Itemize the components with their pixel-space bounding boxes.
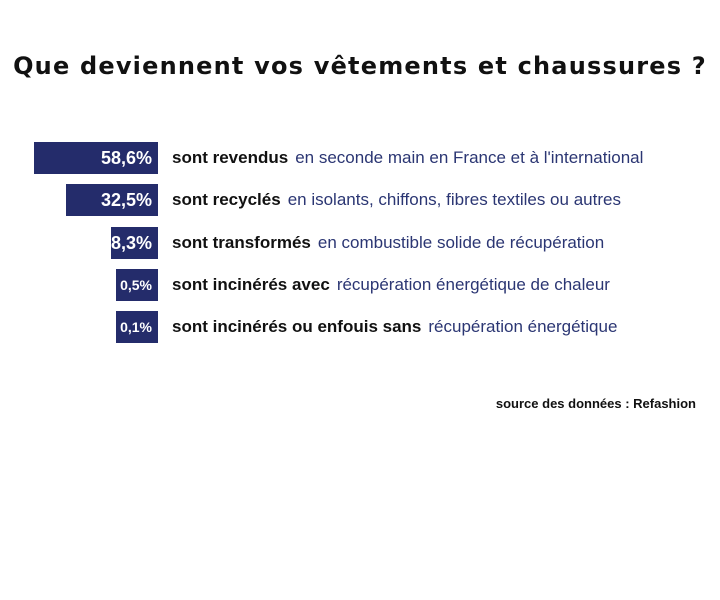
bar: 8,3% (111, 227, 158, 259)
category-label-detail: en combustible solide de récupération (317, 233, 605, 252)
bar: 32,5% (66, 184, 158, 216)
category-label-bold: sont transformés (172, 233, 311, 252)
bar-row: 8,3% sont transformés en combustible sol… (0, 227, 720, 259)
category-label: sont revendus en seconde main en France … (172, 142, 643, 174)
category-label-detail: récupération énergétique (428, 317, 618, 336)
category-label: sont incinérés avec récupération énergét… (172, 269, 610, 301)
bar-row: 0,1% sont incinérés ou enfouis sans récu… (0, 311, 720, 343)
bar-row: 58,6% sont revendus en seconde main en F… (0, 142, 720, 174)
bar: 0,1% (116, 311, 158, 343)
category-label-detail: en seconde main en France et à l'interna… (295, 148, 644, 167)
category-label-bold: sont recyclés (172, 190, 281, 209)
category-label-bold: sont revendus (172, 148, 289, 167)
category-label-bold: sont incinérés ou enfouis sans (172, 317, 422, 336)
chart-title: Que deviennent vos vêtements et chaussur… (13, 52, 707, 80)
category-label: sont incinérés ou enfouis sans récupérat… (172, 311, 617, 343)
source-note: source des données : Refashion (495, 396, 696, 411)
category-label-bold: sont incinérés avec (172, 275, 330, 294)
category-label: sont recyclés en isolants, chiffons, fib… (172, 184, 621, 216)
bar: 0,5% (116, 269, 158, 301)
bar-row: 32,5% sont recyclés en isolants, chiffon… (0, 184, 720, 216)
category-label-detail: en isolants, chiffons, fibres textiles o… (287, 190, 621, 209)
bar-row: 0,5% sont incinérés avec récupération én… (0, 269, 720, 301)
category-label: sont transformés en combustible solide d… (172, 227, 604, 259)
bar: 58,6% (34, 142, 158, 174)
category-label-detail: récupération énergétique de chaleur (336, 275, 610, 294)
